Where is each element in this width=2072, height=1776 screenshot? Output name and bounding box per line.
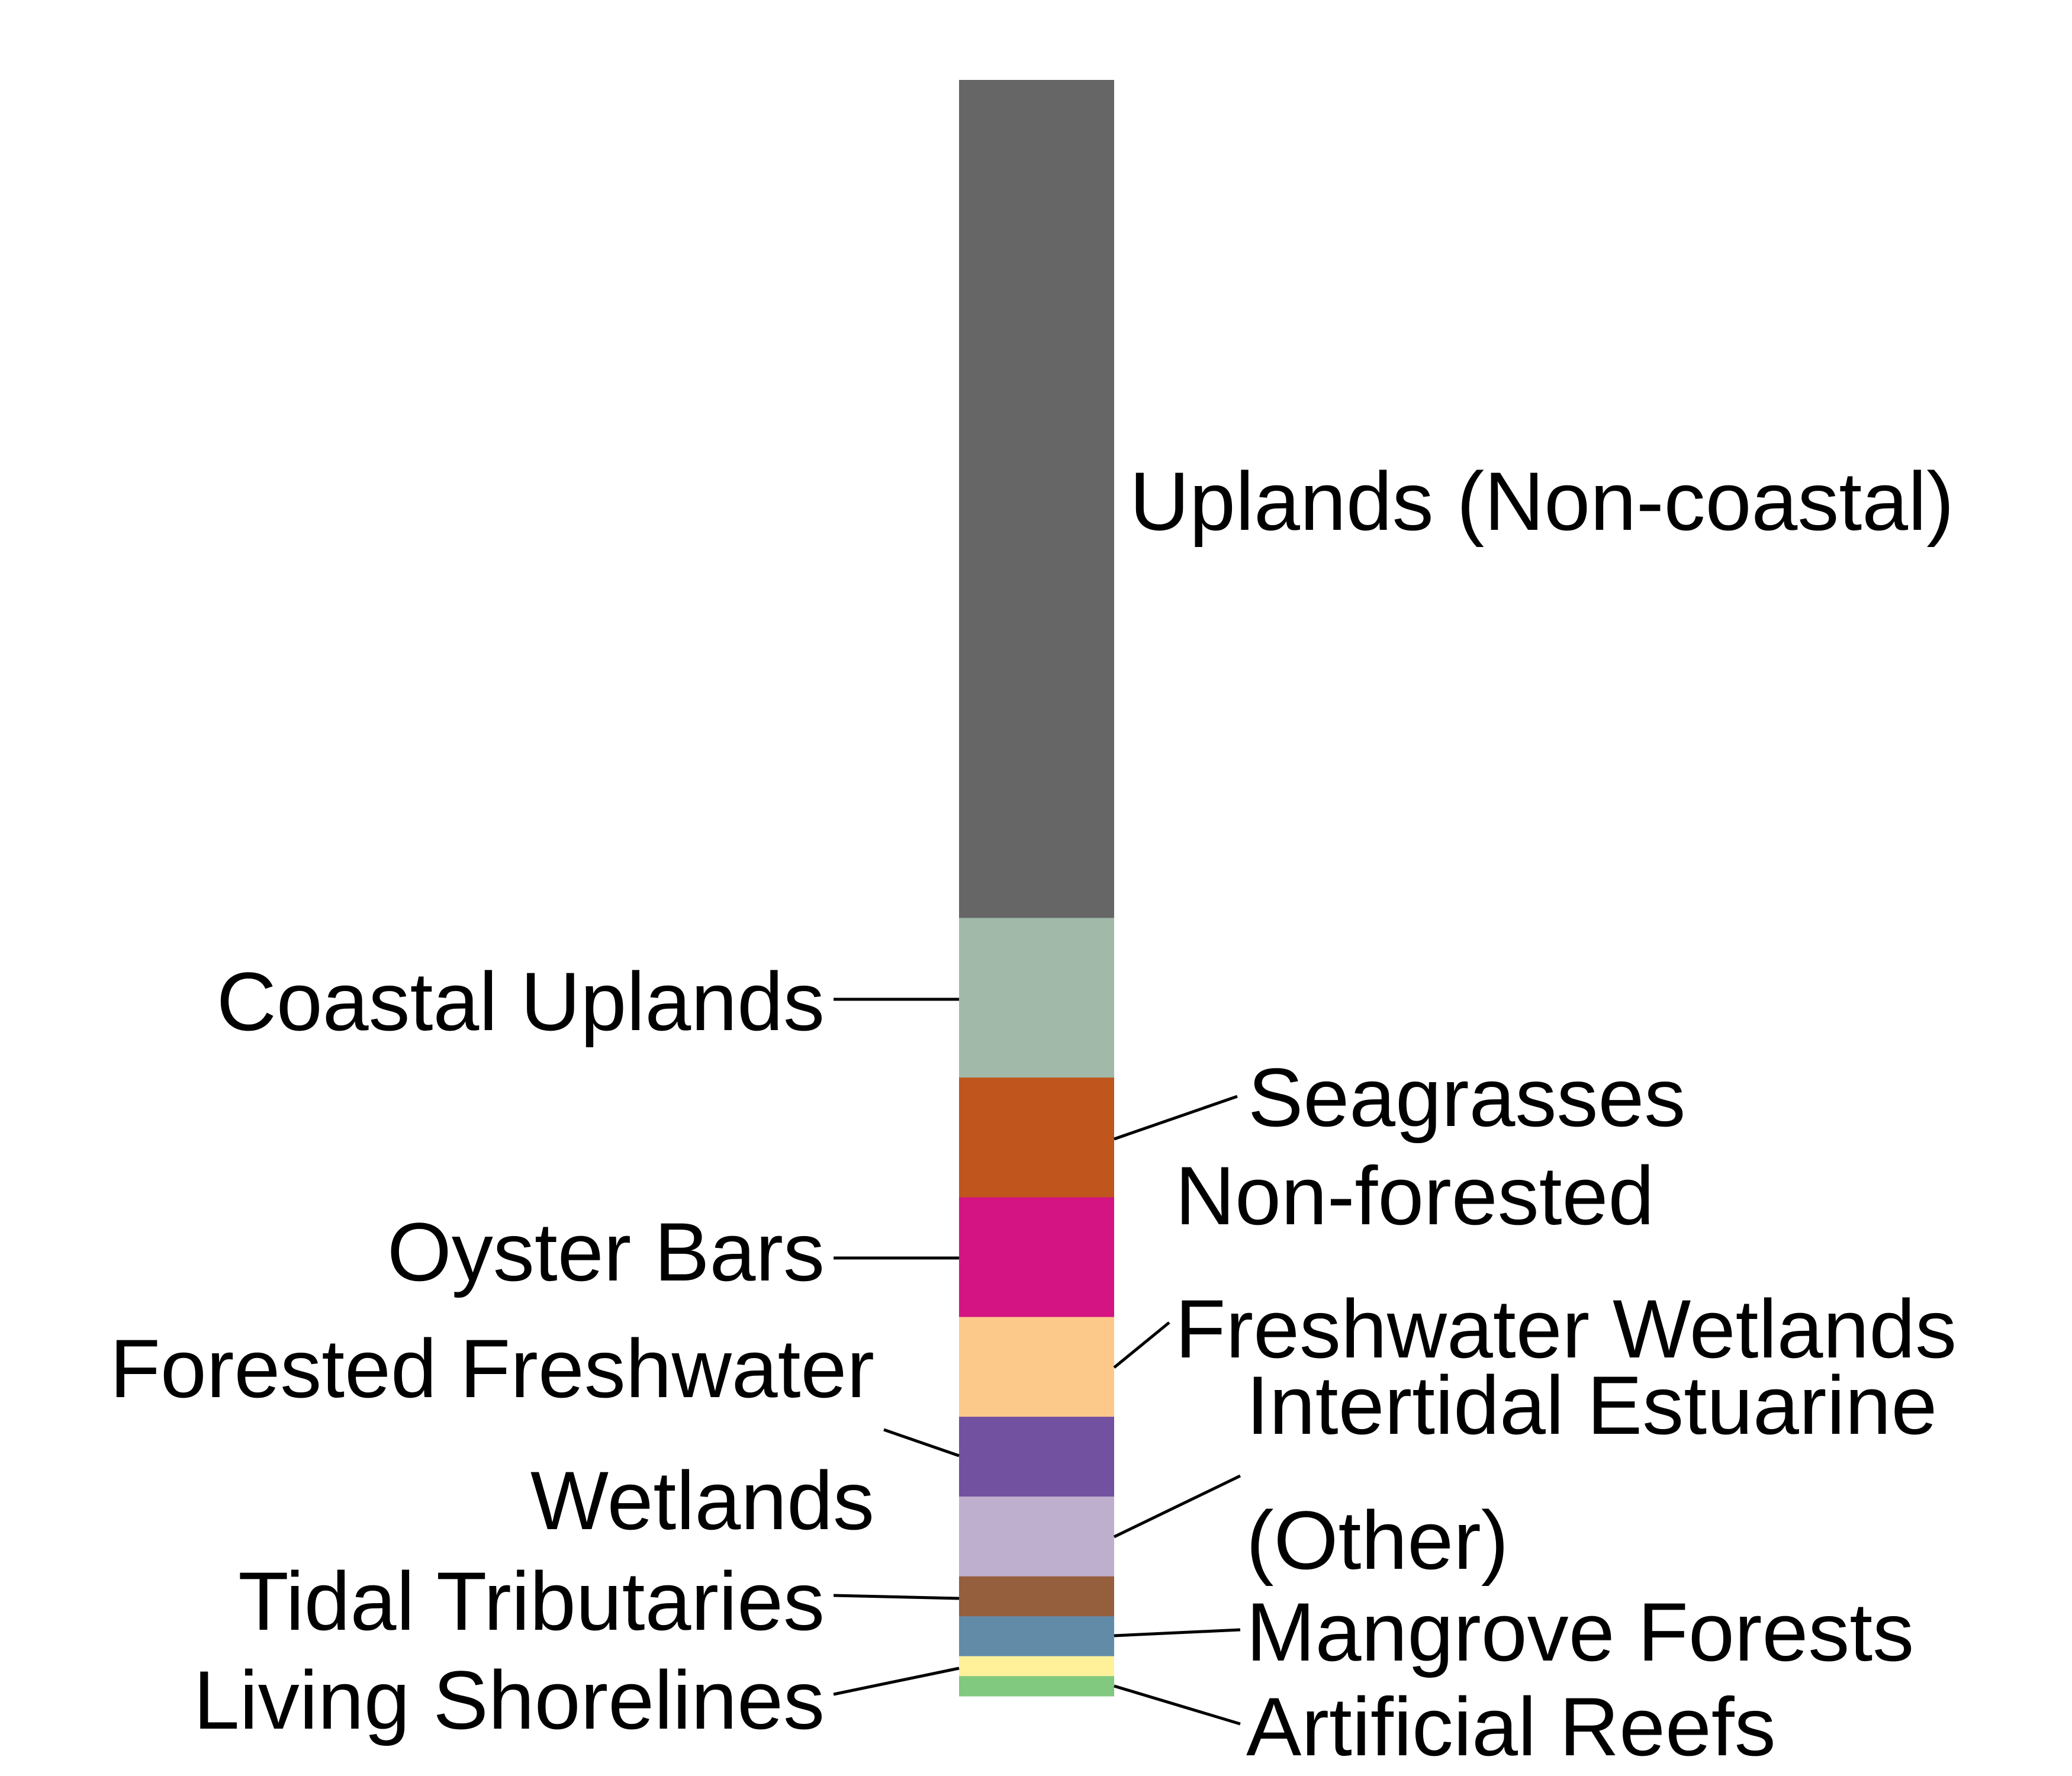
label-non-forested-freshwater-wetlands-line-2: Freshwater Wetlands <box>1175 1282 1957 1375</box>
label-intertidal-estuarine-other-line-2: (Other) <box>1246 1494 1508 1587</box>
leader-line-intertidal-estuarine-other <box>1113 1474 1241 1539</box>
leader-line-seagrasses <box>1114 1095 1238 1141</box>
leader-line-tidal-tributaries <box>833 1594 960 1600</box>
label-mangrove-forests: Mangrove Forests <box>1246 1585 1914 1678</box>
bar-segments <box>959 80 1114 1697</box>
bar-segment-non-forested-freshwater-wetlands <box>959 1317 1114 1417</box>
leader-line-living-shorelines <box>833 1666 960 1696</box>
bar-segment-mangrove-forests <box>959 1616 1114 1657</box>
label-artificial-reefs: Artificial Reefs <box>1246 1680 1776 1773</box>
label-living-shorelines: Living Shorelines <box>194 1653 825 1746</box>
label-forested-freshwater-wetlands-line-2: Wetlands <box>530 1454 874 1547</box>
bar-segment-uplands-non-coastal <box>959 80 1114 919</box>
bar-segment-living-shorelines <box>959 1656 1114 1677</box>
leader-line-forested-freshwater-wetlands <box>883 1428 960 1458</box>
bar-segment-forested-freshwater-wetlands <box>959 1417 1114 1497</box>
label-oyster-bars: Oyster Bars <box>387 1205 825 1298</box>
label-uplands-non-coastal: Uplands (Non-coastal) <box>1130 455 1954 548</box>
bar-segment-seagrasses <box>959 1077 1114 1198</box>
label-intertidal-estuarine-other-line-1: Intertidal Estuarine <box>1246 1359 1937 1452</box>
bar-segment-intertidal-estuarine-other <box>959 1496 1114 1577</box>
bar-segment-coastal-uplands <box>959 918 1114 1078</box>
leader-line-artificial-reefs <box>1114 1684 1241 1726</box>
bar-segment-artificial-reefs <box>959 1676 1114 1697</box>
leader-lines <box>833 998 1241 1726</box>
leader-line-non-forested-freshwater-wetlands <box>1113 1321 1170 1369</box>
bar-segment-tidal-tributaries <box>959 1576 1114 1617</box>
label-non-forested-freshwater-wetlands-line-1: Non-forested <box>1175 1149 1654 1242</box>
label-tidal-tributaries: Tidal Tributaries <box>238 1555 825 1648</box>
bar-segment-oyster-bars <box>959 1197 1114 1318</box>
segment-labels: Uplands (Non-coastal) Coastal Uplands Seag… <box>110 455 1957 1773</box>
label-forested-freshwater-wetlands-line-1: Forested Freshwater <box>110 1322 874 1415</box>
leader-line-mangrove-forests <box>1114 1628 1241 1637</box>
label-coastal-uplands: Coastal Uplands <box>217 955 825 1048</box>
label-seagrasses: Seagrasses <box>1248 1051 1685 1144</box>
